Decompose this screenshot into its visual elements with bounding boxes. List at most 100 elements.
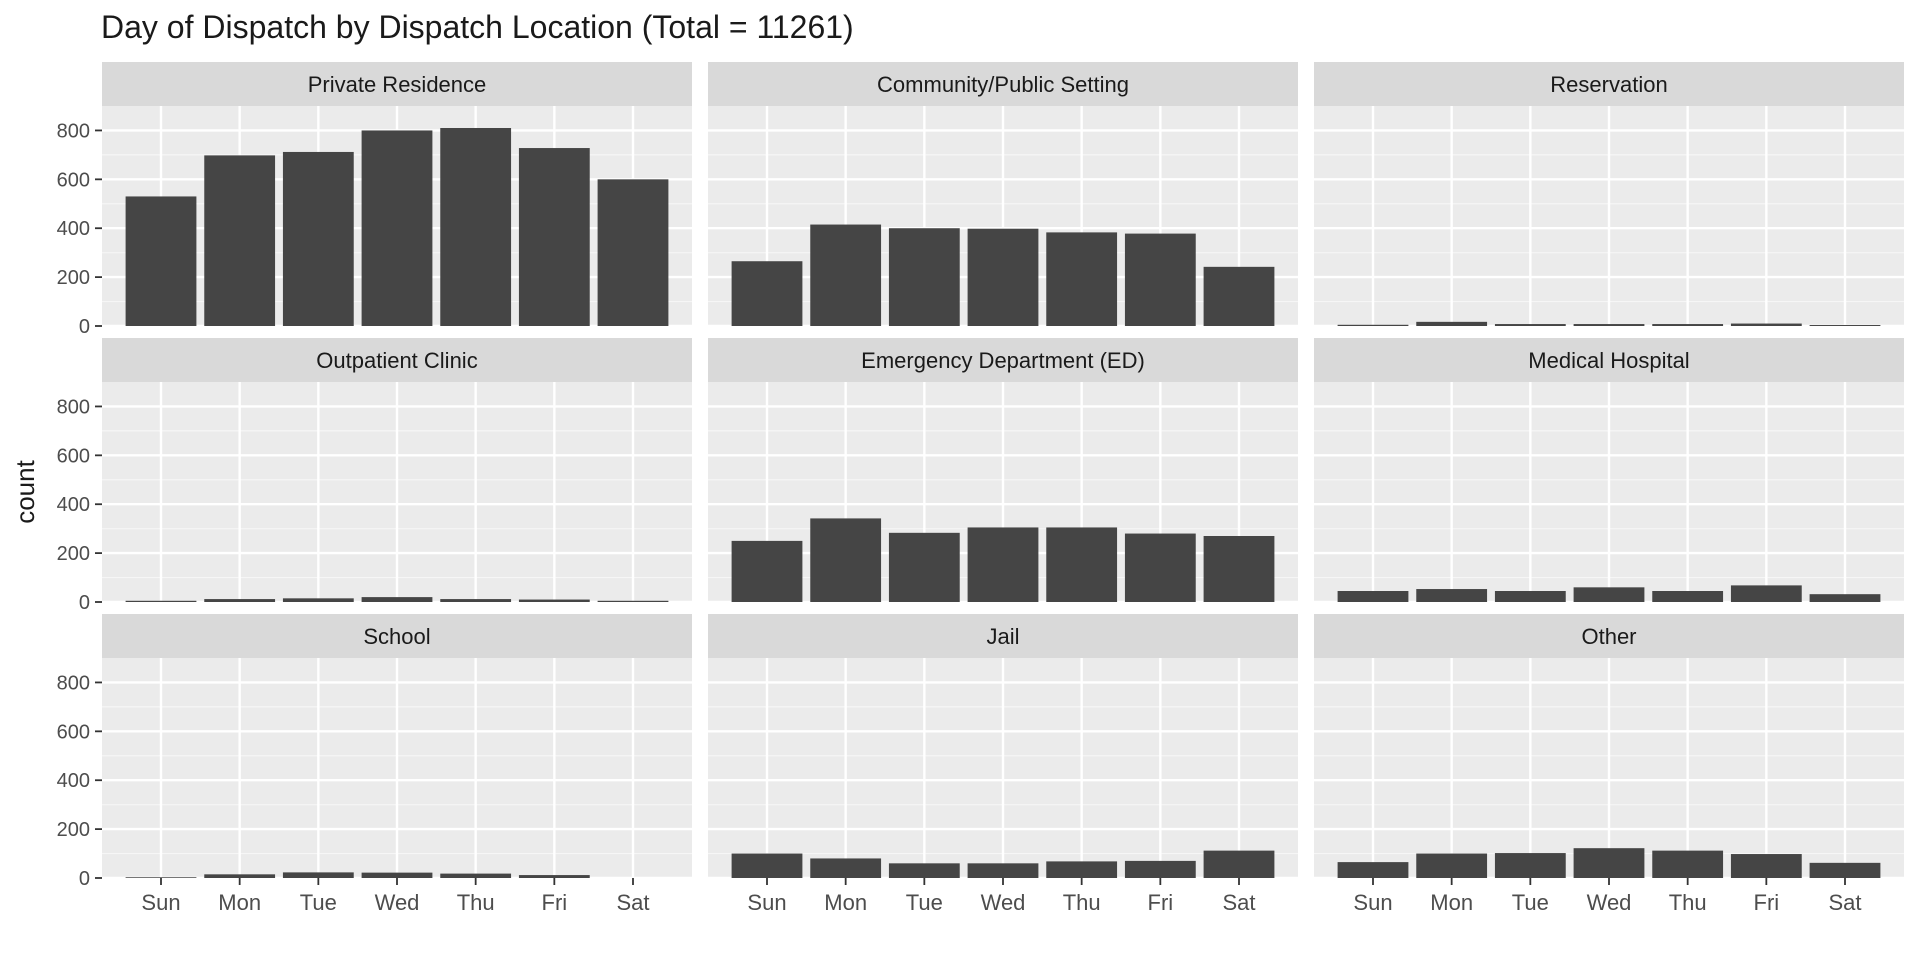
bar <box>888 228 960 326</box>
y-tick-label: 400 <box>57 494 90 516</box>
bar <box>967 527 1039 602</box>
x-tick-label: Thu <box>1669 890 1707 915</box>
y-tick-label: 400 <box>57 770 90 792</box>
facet-panel: Private Residence 0 200 400 600 800 <box>57 62 692 338</box>
bar <box>731 261 803 326</box>
bar <box>731 540 803 602</box>
x-tick-label: Sat <box>1828 890 1861 915</box>
bar <box>125 600 197 602</box>
facet-strip <box>102 62 692 106</box>
x-tick-label: Tue <box>906 890 943 915</box>
facet-strip-label: Outpatient Clinic <box>316 348 477 373</box>
bar <box>204 874 276 878</box>
bar <box>1652 324 1724 326</box>
x-tick-label: Sun <box>1353 890 1392 915</box>
bar <box>810 518 882 602</box>
x-tick-label: Mon <box>218 890 261 915</box>
x-tick-label: Wed <box>1587 890 1632 915</box>
facet-strip-label: Emergency Department (ED) <box>861 348 1145 373</box>
bar <box>1124 233 1196 326</box>
facet-strip <box>708 62 1298 106</box>
facet-panel: Jail Sun Mon Tue Wed Thu Fri Sat <box>708 614 1298 915</box>
facet-panel: Other Sun Mon Tue Wed Thu Fri Sat <box>1314 614 1904 915</box>
bar <box>1652 591 1724 602</box>
x-tick-label: Mon <box>1430 890 1473 915</box>
facet-strip-label: Medical Hospital <box>1528 348 1689 373</box>
bar <box>361 130 433 326</box>
bar <box>1046 527 1118 602</box>
y-tick-label: 800 <box>57 672 90 694</box>
bar <box>1652 850 1724 878</box>
bar <box>810 224 882 326</box>
facet-strip-label: Private Residence <box>308 72 487 97</box>
bar <box>282 151 354 326</box>
bar <box>1416 321 1488 326</box>
bar <box>361 872 433 878</box>
bar <box>1809 325 1881 326</box>
y-tick-label: 200 <box>57 819 90 841</box>
facet-strip-label: Community/Public Setting <box>877 72 1129 97</box>
bar <box>1124 860 1196 878</box>
bar <box>731 853 803 878</box>
bar <box>1203 266 1275 326</box>
facet-strip-label: Reservation <box>1550 72 1667 97</box>
y-tick-label: 400 <box>57 218 90 240</box>
y-tick-label: 600 <box>57 445 90 467</box>
bar <box>125 877 197 878</box>
bar <box>1730 854 1802 878</box>
bar <box>282 872 354 878</box>
panels-layer: Private Residence 0 200 400 600 800 Community/… <box>57 62 1904 915</box>
y-tick-label: 800 <box>57 120 90 142</box>
bar <box>440 128 512 326</box>
y-tick-label: 800 <box>57 396 90 418</box>
x-tick-label: Fri <box>1754 890 1780 915</box>
y-tick-label: 0 <box>79 316 90 338</box>
facet-strip <box>708 338 1298 382</box>
bar <box>597 179 669 326</box>
facet-panel: Outpatient Clinic 0 200 400 600 800 <box>57 338 692 614</box>
bar <box>125 196 197 326</box>
x-tick-label: Sun <box>747 890 786 915</box>
facet-panel: Medical Hospital <box>1314 338 1904 604</box>
x-tick-label: Thu <box>457 890 495 915</box>
bar <box>204 599 276 602</box>
chart-title: Day of Dispatch by Dispatch Location (To… <box>101 9 854 45</box>
y-tick-label: 200 <box>57 267 90 289</box>
facet-strip-label: Jail <box>986 624 1019 649</box>
x-tick-label: Wed <box>375 890 420 915</box>
y-tick-label: 600 <box>57 721 90 743</box>
y-tick-label: 0 <box>79 868 90 890</box>
bar <box>204 155 276 326</box>
facet-strip <box>1314 614 1904 658</box>
x-tick-label: Wed <box>981 890 1026 915</box>
x-tick-label: Fri <box>542 890 568 915</box>
y-tick-label: 200 <box>57 543 90 565</box>
bar <box>1494 324 1566 326</box>
bar <box>1573 587 1645 602</box>
bar <box>1730 585 1802 602</box>
facet-panel: School 0 200 400 600 800 Sun Mon Tue Wed Thu Fri Sat <box>57 614 692 915</box>
y-axis-label: count <box>10 459 40 523</box>
bar <box>1046 861 1118 878</box>
facet-strip-label: School <box>363 624 430 649</box>
bar <box>1337 862 1409 878</box>
bar <box>888 532 960 602</box>
bar <box>1124 533 1196 602</box>
x-tick-label: Mon <box>824 890 867 915</box>
facet-panel: Community/Public Setting <box>708 62 1298 328</box>
bar <box>518 148 590 326</box>
facet-strip <box>1314 62 1904 106</box>
bar <box>1730 323 1802 326</box>
bar <box>1337 324 1409 326</box>
bar <box>440 599 512 602</box>
y-tick-label: 0 <box>79 592 90 614</box>
bar <box>1203 850 1275 878</box>
bar <box>518 599 590 602</box>
facet-panel: Reservation <box>1314 62 1904 328</box>
bar <box>1573 324 1645 326</box>
bar <box>888 863 960 878</box>
bar <box>1416 589 1488 602</box>
bar <box>1416 853 1488 878</box>
bar <box>440 873 512 878</box>
